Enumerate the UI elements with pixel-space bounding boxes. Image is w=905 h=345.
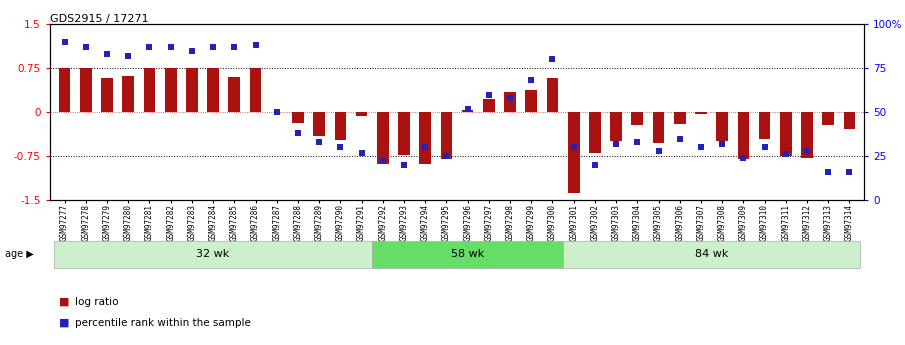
Point — [800, 148, 814, 154]
Point — [121, 53, 136, 59]
Bar — [372, 241, 563, 268]
Point — [567, 145, 581, 150]
Point — [652, 148, 666, 154]
Point — [185, 48, 199, 53]
Bar — [462, 110, 473, 112]
Bar — [335, 112, 347, 140]
Point — [164, 44, 178, 50]
Bar — [567, 112, 579, 193]
Point — [376, 159, 390, 164]
Bar — [165, 68, 176, 112]
Bar — [695, 112, 707, 114]
Bar — [292, 112, 304, 123]
Bar — [801, 112, 813, 158]
Point — [333, 145, 348, 150]
Point — [270, 109, 284, 115]
Point — [355, 150, 369, 155]
Point — [778, 151, 793, 157]
Bar — [780, 112, 792, 156]
Bar — [589, 112, 601, 153]
Text: 32 wk: 32 wk — [196, 249, 230, 259]
Point — [312, 139, 327, 145]
Text: ■: ■ — [59, 318, 70, 327]
Point — [630, 139, 644, 145]
Bar — [610, 112, 622, 141]
Point — [609, 141, 624, 147]
Bar — [398, 112, 410, 155]
Point — [100, 51, 114, 57]
Bar — [250, 68, 262, 112]
Point — [503, 95, 518, 101]
Bar — [441, 112, 452, 159]
Point — [524, 78, 538, 83]
Point — [672, 136, 687, 141]
Point — [418, 145, 433, 150]
Bar — [632, 112, 643, 125]
Point — [545, 57, 559, 62]
Point — [821, 169, 835, 175]
Bar — [101, 78, 113, 112]
Text: percentile rank within the sample: percentile rank within the sample — [75, 318, 251, 327]
Bar — [186, 68, 197, 112]
Text: ■: ■ — [59, 297, 70, 307]
Point — [205, 44, 220, 50]
Point — [142, 44, 157, 50]
Point — [461, 106, 475, 111]
Bar — [356, 112, 367, 116]
Bar — [563, 241, 860, 268]
Bar — [59, 68, 71, 112]
Text: GDS2915 / 17271: GDS2915 / 17271 — [50, 14, 148, 24]
Text: 84 wk: 84 wk — [695, 249, 729, 259]
Point — [227, 44, 242, 50]
Bar — [313, 112, 325, 136]
Bar — [823, 112, 834, 125]
Bar — [228, 77, 240, 112]
Point — [736, 155, 750, 161]
Point — [439, 153, 453, 159]
Bar — [80, 68, 91, 112]
Point — [291, 130, 305, 136]
Bar — [419, 112, 431, 164]
Point — [79, 44, 93, 50]
Point — [396, 162, 411, 168]
Point — [248, 42, 262, 48]
Point — [843, 169, 857, 175]
Bar — [547, 78, 558, 112]
Bar — [144, 68, 156, 112]
Point — [694, 145, 709, 150]
Point — [481, 92, 496, 97]
Bar — [738, 112, 749, 159]
Bar — [483, 99, 495, 112]
Point — [757, 145, 772, 150]
Bar — [843, 112, 855, 129]
Bar — [758, 112, 770, 138]
Text: 58 wk: 58 wk — [451, 249, 484, 259]
Bar — [122, 76, 134, 112]
Bar — [54, 241, 372, 268]
Bar — [207, 68, 219, 112]
Bar — [504, 91, 516, 112]
Bar — [377, 112, 388, 164]
Point — [587, 162, 602, 168]
Point — [57, 39, 71, 45]
Text: age ▶: age ▶ — [5, 249, 33, 259]
Bar — [717, 112, 728, 141]
Text: log ratio: log ratio — [75, 297, 119, 307]
Bar — [653, 112, 664, 142]
Bar — [526, 90, 537, 112]
Point — [715, 141, 729, 147]
Bar — [674, 112, 686, 124]
